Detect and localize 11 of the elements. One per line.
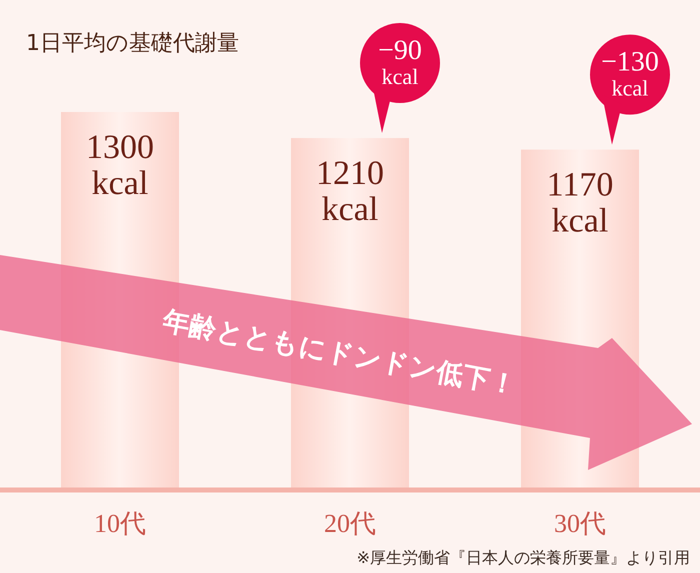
data-label: 1300 kcal [86, 129, 154, 202]
x-tick-label: 20代 [324, 509, 376, 538]
annotation: 年齢とともにドンドン低下！ [159, 305, 520, 402]
x-tick-label: 10代 [94, 509, 146, 538]
annotation: −130 kcal [601, 46, 659, 101]
text: ※厚生労働省『日本人の栄養所要量』より引用 [356, 548, 690, 567]
data-label: 1170 kcal [546, 166, 614, 240]
annotation: −90 kcal [378, 35, 422, 90]
chart-title: 1日平均の基礎代謝量 [26, 31, 239, 56]
x-tick-label: 30代 [554, 509, 606, 538]
data-label: 1210 kcal [316, 155, 384, 228]
